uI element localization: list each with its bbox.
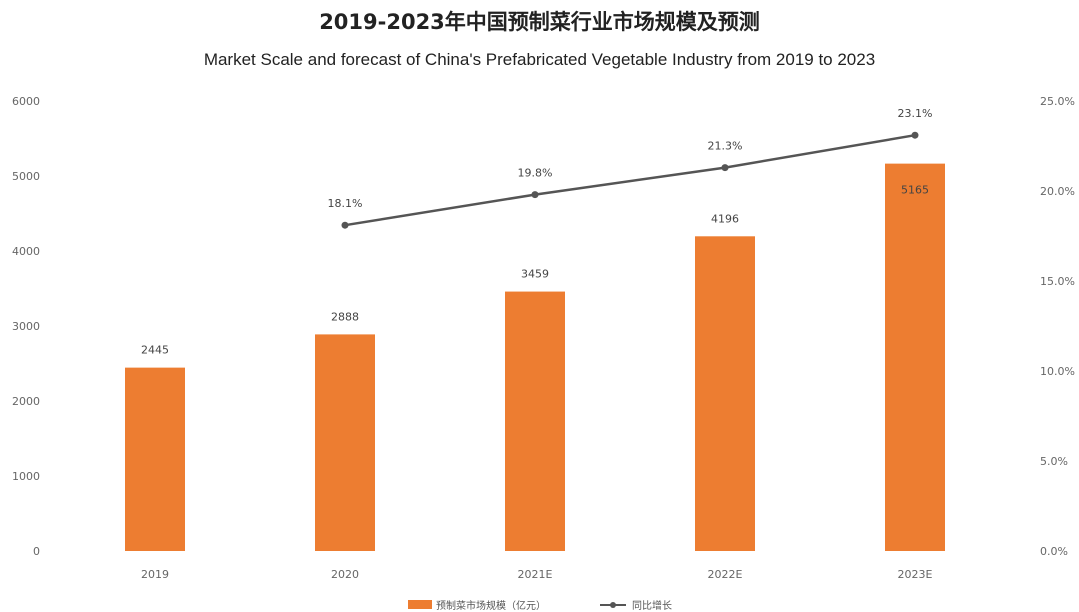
chart-subtitle: Market Scale and forecast of China's Pre…: [203, 50, 876, 69]
left-axis-tick-label: 0: [33, 545, 40, 558]
left-axis-tick-label: 5000: [12, 170, 40, 183]
legend-bar-swatch: [408, 600, 432, 609]
left-axis: 0 1000 2000 3000 4000 5000 6000: [12, 95, 40, 558]
chart-title: 2019-2023年中国预制菜行业市场规模及预测: [319, 10, 760, 34]
bar: [315, 334, 375, 551]
x-axis-tick-label: 2020: [331, 568, 359, 581]
bar-value-label: 2888: [331, 310, 359, 323]
bar-value-label: 4196: [711, 212, 739, 225]
growth-line-series: 18.1% 19.8% 21.3% 23.1%: [328, 107, 933, 229]
right-axis-tick-label: 20.0%: [1040, 185, 1075, 198]
growth-point: [531, 191, 539, 199]
legend-line-marker: [610, 602, 616, 608]
right-axis-tick-label: 15.0%: [1040, 275, 1075, 288]
bar: [125, 367, 185, 551]
x-axis: 2019 2020 2021E 2022E 2023E: [141, 568, 933, 581]
bar-value-label: 2445: [141, 344, 169, 357]
x-axis-tick-label: 2019: [141, 568, 169, 581]
legend-bar-label: 预制菜市场规模（亿元）: [436, 599, 546, 612]
left-axis-tick-label: 2000: [12, 395, 40, 408]
left-axis-tick-label: 4000: [12, 245, 40, 258]
legend: 预制菜市场规模（亿元） 同比增长: [408, 599, 672, 612]
right-axis: 0.0% 5.0% 10.0% 15.0% 20.0% 25.0%: [1040, 95, 1075, 558]
right-axis-tick-label: 10.0%: [1040, 365, 1075, 378]
growth-value-label: 18.1%: [328, 197, 363, 210]
growth-line: [344, 133, 916, 227]
growth-point: [341, 221, 349, 229]
x-axis-tick-label: 2022E: [708, 568, 743, 581]
growth-value-label: 19.8%: [518, 167, 553, 180]
x-axis-tick-label: 2021E: [518, 568, 553, 581]
growth-value-label: 23.1%: [898, 107, 933, 120]
left-axis-tick-label: 6000: [12, 95, 40, 108]
bar: [885, 163, 945, 551]
left-axis-tick-label: 1000: [12, 470, 40, 483]
bar-value-label: 3459: [521, 268, 549, 281]
right-axis-tick-label: 0.0%: [1040, 545, 1068, 558]
bar: [505, 291, 565, 551]
left-axis-tick-label: 3000: [12, 320, 40, 333]
growth-point: [721, 164, 729, 172]
right-axis-tick-label: 25.0%: [1040, 95, 1075, 108]
growth-value-label: 21.3%: [708, 140, 743, 153]
growth-point: [911, 131, 919, 139]
bar-value-label: 5165: [901, 184, 929, 197]
legend-line-label: 同比增长: [632, 599, 672, 612]
x-axis-tick-label: 2023E: [898, 568, 933, 581]
bar: [695, 236, 755, 552]
bar-series: 2445 2888 3459 4196 5165: [125, 163, 945, 552]
right-axis-tick-label: 5.0%: [1040, 455, 1068, 468]
